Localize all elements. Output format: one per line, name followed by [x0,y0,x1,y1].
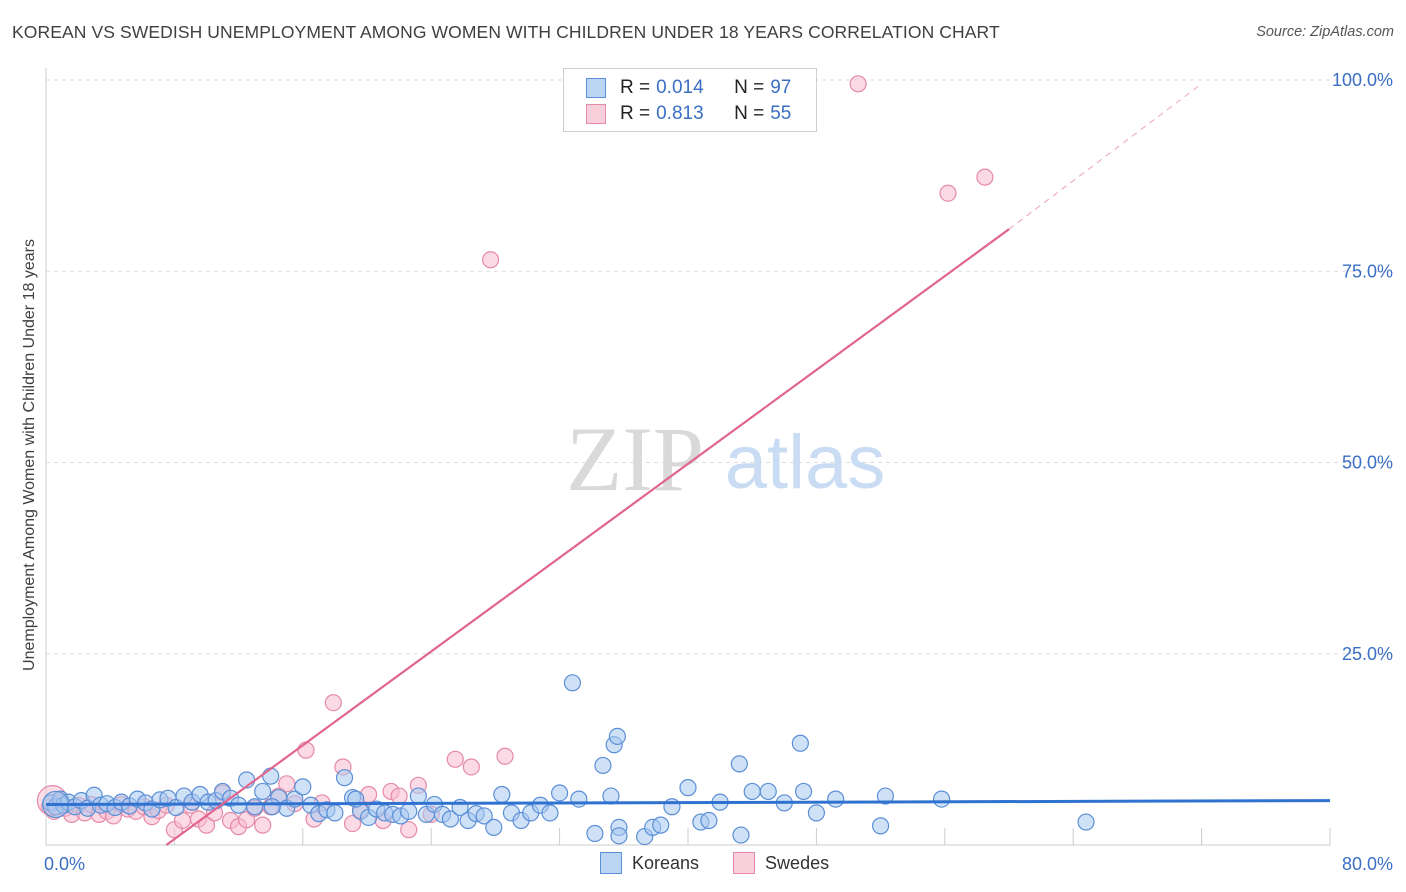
korean-point [541,804,559,822]
legend-swatch-korean [586,78,606,98]
korean-point [876,787,895,805]
legend-r-value: 0.014 [656,77,704,98]
x-tick-labels: 0.0% 80.0% [44,854,1393,874]
y-tick-labels: 25.0% 50.0% 75.0% 100.0% [1332,70,1393,664]
swede-point [976,168,994,186]
swede-point [446,750,464,768]
korean-point [586,824,604,843]
korean-point [441,810,460,828]
korean-point [294,778,312,796]
korean-point [493,785,511,804]
y-tick-label: 50.0% [1342,453,1393,473]
series-legend: Koreans Swedes [600,852,863,874]
x-tick-label: 0.0% [44,854,85,874]
korean-point [743,782,761,801]
korean-point [794,782,813,801]
swede-point [254,816,272,834]
source-note: Source: ZipAtlas.com [1256,24,1394,40]
korean-point [254,782,272,801]
korean-point [594,756,612,775]
y-tick-label: 25.0% [1342,644,1393,664]
korean-point [732,826,750,844]
swede-point [197,816,216,834]
legend-row-swede: R = 0.813 N = 55 [586,102,791,126]
correlation-legend: R = 0.014 N = 97 R = 0.813 N = 55 [563,68,817,132]
y-tick-label: 75.0% [1342,261,1393,281]
korean-point [400,802,418,820]
korean-point [246,798,264,816]
legend-n-label: N = [734,77,765,98]
korean-point [563,674,582,692]
korean-point [475,807,493,825]
y-tick-label: 100.0% [1332,70,1393,90]
legend-item-swedes[interactable]: Swedes [733,852,829,874]
korean-point [759,782,777,801]
korean-point [485,818,503,837]
trend-lines [45,83,1331,846]
korean-point [871,817,890,835]
korean-point [932,790,951,808]
korean-points [42,674,1095,846]
korean-point [807,804,826,822]
legend-item-koreans[interactable]: Koreans [600,852,699,874]
swede-point [496,747,514,765]
swede-point [400,821,418,839]
korean-point [608,727,626,745]
swede-point [324,694,342,712]
gridlines [46,79,1392,655]
legend-label-koreans: Koreans [632,852,700,873]
korean-point [550,784,569,802]
chart-title: KOREAN VS SWEDISH UNEMPLOYMENT AMONG WOM… [12,22,1000,42]
legend-n-value: 55 [770,103,792,124]
legend-row-korean: R = 0.014 N = 97 [586,76,791,100]
x-tick-label: 80.0% [1342,854,1393,874]
swede-point [481,251,500,269]
korean-trend-line [45,799,1331,806]
korean-point [262,767,280,785]
legend-r-label: R = [620,77,651,98]
korean-point [700,811,718,830]
legend-swatch-swedes [733,852,756,874]
swede-point [297,741,315,759]
korean-point [827,790,845,808]
watermark: ZIP atlas [566,408,885,510]
korean-point [335,769,354,787]
korean-point [652,816,670,834]
swede-trend-extension [1008,83,1202,230]
legend-r-value: 0.813 [656,103,704,124]
korean-point [409,787,427,805]
watermark-zip: ZIP [566,408,704,510]
korean-point [326,804,344,822]
korean-point [730,755,748,773]
swede-point [462,758,480,776]
swede-point [343,814,362,833]
korean-point [1077,813,1095,831]
swede-point [849,75,867,93]
legend-n-value: 97 [770,77,792,98]
korean-point [791,734,809,752]
korean-point [610,827,628,845]
legend-swatch-swede [586,104,606,124]
swede-point [278,775,296,793]
korean-point [263,798,281,816]
korean-point [679,779,697,797]
legend-r-label: R = [620,103,651,124]
legend-n-label: N = [734,103,765,124]
watermark-atlas: atlas [725,420,886,505]
swede-point [939,184,957,202]
legend-label-swedes: Swedes [765,852,830,873]
legend-swatch-koreans [600,852,622,874]
swede-trend-line [165,228,1010,846]
korean-point [570,790,588,808]
swede-point [390,787,408,805]
axes [45,68,1331,846]
